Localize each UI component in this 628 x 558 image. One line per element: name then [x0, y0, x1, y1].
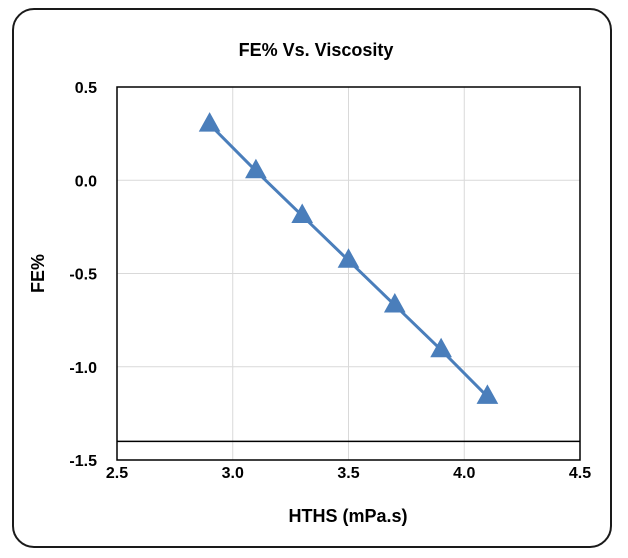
y-tick-label: -0.5 [69, 267, 97, 284]
data-point-triangle [383, 293, 406, 313]
x-axis-ticks: 2.5 3.0 3.5 4.0 4.5 [106, 465, 591, 482]
data-point-triangle [198, 112, 221, 132]
series-group [198, 112, 499, 404]
data-point-triangle [291, 203, 314, 224]
plot-area [116, 86, 581, 461]
x-tick-label: 4.5 [569, 465, 591, 482]
data-point-triangle [245, 158, 267, 179]
plot-border [116, 86, 581, 461]
data-point-triangle [337, 248, 360, 268]
y-axis-ticks: 0.5 0.0 -0.5 -1.0 -1.5 [69, 80, 97, 470]
x-tick-label: 3.5 [337, 465, 359, 482]
y-tick-label: -1.0 [69, 360, 97, 377]
data-point-triangle [430, 337, 452, 358]
data-point-triangle [476, 384, 499, 404]
y-tick-label: 0.5 [75, 80, 97, 97]
x-axis-label: HTHS (mPa.s) [288, 506, 407, 526]
y-axis-label: FE% [28, 254, 48, 293]
grid [117, 87, 580, 460]
x-tick-label: 2.5 [106, 465, 128, 482]
x-tick-label: 4.0 [453, 465, 475, 482]
chart-title: FE% Vs. Viscosity [239, 40, 394, 60]
y-tick-label: 0.0 [75, 173, 97, 190]
x-tick-label: 3.0 [222, 465, 244, 482]
y-tick-label: -1.5 [69, 453, 97, 470]
